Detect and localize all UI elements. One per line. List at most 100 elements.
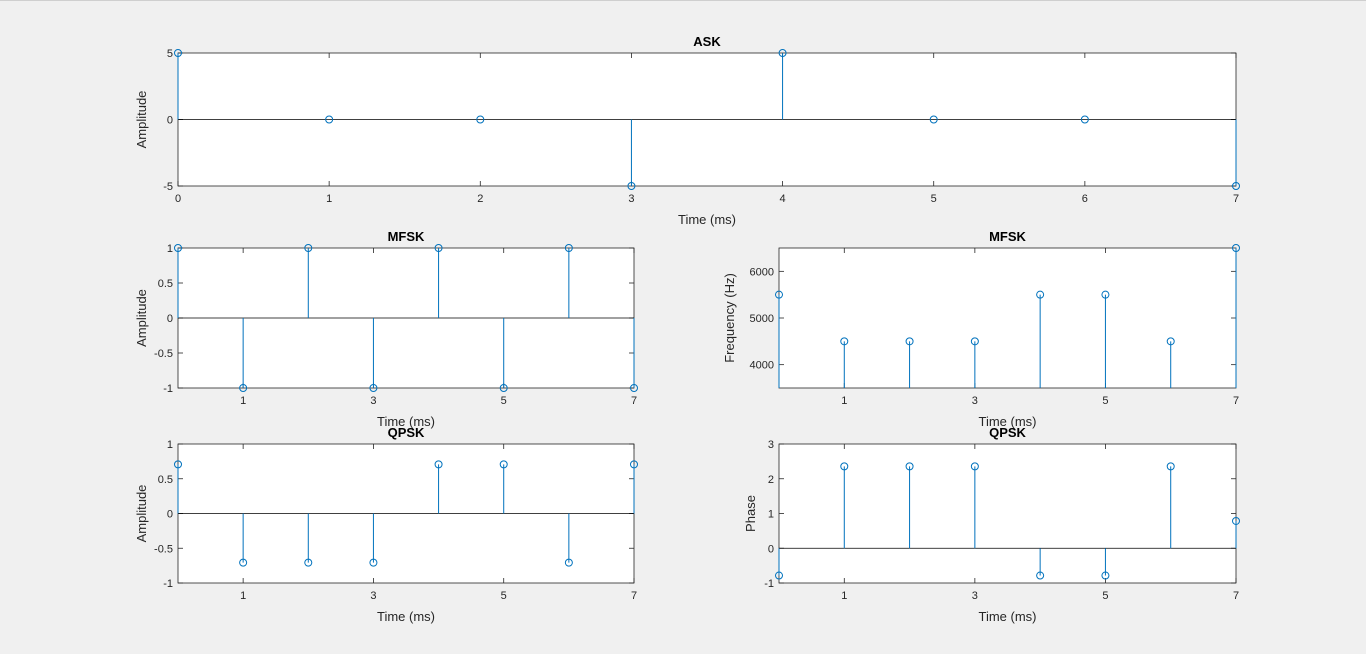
y-axis-label: Frequency (Hz)	[722, 273, 737, 363]
x-tick-label: 1	[841, 395, 847, 407]
x-tick-label: 5	[501, 395, 507, 407]
x-tick-label: 1	[326, 193, 332, 205]
stem-marker	[499, 384, 508, 392]
x-tick-label: 5	[931, 193, 937, 205]
stem-marker	[239, 558, 248, 567]
stem-marker	[775, 571, 783, 580]
x-axis-label: Time (ms)	[978, 609, 1036, 624]
stem-marker	[476, 115, 485, 124]
stem-marker	[627, 182, 636, 190]
x-tick-label: 0	[175, 193, 181, 205]
stem-marker	[630, 384, 638, 392]
x-axis-label: Time (ms)	[377, 414, 435, 429]
x-axis-label: Time (ms)	[678, 212, 736, 227]
y-axis-label: Amplitude	[134, 91, 149, 149]
x-tick-label: 1	[841, 590, 847, 602]
x-tick-label: 3	[628, 193, 634, 205]
stem-marker	[174, 460, 182, 469]
stem-marker	[970, 462, 979, 471]
stem-marker	[174, 49, 182, 57]
stem-marker	[239, 384, 248, 392]
stem-marker	[840, 462, 849, 471]
subplot-mfsk-freq: 1 3 5 7 4000 5000 6000 MFSK Time (ms) Frequency (…	[722, 229, 1240, 429]
y-tick-label: 0	[167, 115, 173, 127]
y-tick-label: 0.5	[158, 278, 173, 290]
x-tick-label: 7	[631, 395, 637, 407]
stem-marker	[1232, 516, 1240, 525]
stem-marker	[1101, 571, 1110, 580]
stem-marker	[1166, 462, 1175, 471]
x-tick-label: 6	[1082, 193, 1088, 205]
stem-marker	[929, 115, 938, 124]
subplot-mfsk-amp: 1 3 5 7 -1 -0.5 0 0.5 1 MFSK Time (ms) Amplitude	[134, 229, 638, 429]
y-tick-label: -0.5	[154, 543, 173, 555]
stem-marker	[564, 244, 573, 252]
x-tick-label: 2	[477, 193, 483, 205]
stem-marker	[970, 337, 979, 346]
y-tick-label: 1	[167, 243, 173, 255]
y-axis-label: Amplitude	[134, 289, 149, 347]
stem-marker	[174, 244, 182, 252]
stem-marker	[1036, 571, 1045, 580]
stem-marker	[369, 384, 378, 392]
stem-marker	[840, 337, 849, 346]
x-tick-label: 3	[370, 590, 376, 602]
y-tick-label: -5	[163, 181, 173, 193]
plot-title: MFSK	[388, 229, 425, 244]
x-tick-label: 7	[1233, 193, 1239, 205]
x-tick-label: 3	[972, 395, 978, 407]
y-tick-label: 1	[768, 509, 774, 521]
stem-marker	[434, 244, 443, 252]
plot-area	[778, 443, 1237, 584]
stem-marker	[1232, 182, 1240, 190]
plot-area	[778, 247, 1237, 389]
x-axis-label: Time (ms)	[377, 609, 435, 624]
x-axis-label: Time (ms)	[978, 414, 1036, 429]
x-tick-label: 7	[1233, 590, 1239, 602]
y-tick-label: -1	[163, 578, 173, 590]
y-tick-label: 5000	[750, 313, 774, 325]
stem-marker	[1232, 244, 1240, 252]
y-tick-label: 6000	[750, 266, 774, 278]
x-tick-label: 5	[501, 590, 507, 602]
y-axis-label: Phase	[743, 495, 758, 532]
x-tick-label: 4	[780, 193, 786, 205]
x-tick-label: 7	[1233, 395, 1239, 407]
x-tick-label: 3	[972, 590, 978, 602]
y-tick-label: 0	[167, 313, 173, 325]
plot-title: QPSK	[388, 425, 425, 440]
y-tick-label: 4000	[750, 360, 774, 372]
stem-marker	[1101, 290, 1110, 299]
y-tick-label: -1	[764, 578, 774, 590]
stem-marker	[369, 558, 378, 567]
y-tick-label: -0.5	[154, 348, 173, 360]
stem-marker	[775, 290, 783, 299]
stem-marker	[325, 115, 334, 124]
stem-marker	[304, 244, 313, 252]
subplot-qpsk-amp: 1 3 5 7 -1 -0.5 0 0.5 1 QPSK Time (ms) Amplitude	[134, 425, 638, 624]
stem-marker	[905, 462, 914, 471]
x-tick-label: 5	[1102, 395, 1108, 407]
stem-marker	[434, 460, 443, 469]
plot-title: QPSK	[989, 425, 1026, 440]
y-tick-label: 1	[167, 439, 173, 451]
stem-marker	[304, 558, 313, 567]
x-tick-label: 1	[240, 395, 246, 407]
stem-marker	[630, 460, 638, 469]
plot-title: ASK	[693, 34, 721, 49]
y-axis-label: Amplitude	[134, 485, 149, 543]
x-tick-label: 7	[631, 590, 637, 602]
stem-marker	[905, 337, 914, 346]
x-tick-label: 3	[370, 395, 376, 407]
y-tick-label: 3	[768, 439, 774, 451]
y-tick-label: -1	[163, 383, 173, 395]
plot-title: MFSK	[989, 229, 1026, 244]
stem-marker	[1166, 337, 1175, 346]
y-tick-label: 0	[167, 509, 173, 521]
subplot-qpsk-phase: 1 3 5 7 -1 0 1 2 3 QPSK Time (ms) Phase	[743, 425, 1240, 624]
stem-marker	[499, 460, 508, 469]
x-tick-label: 5	[1102, 590, 1108, 602]
